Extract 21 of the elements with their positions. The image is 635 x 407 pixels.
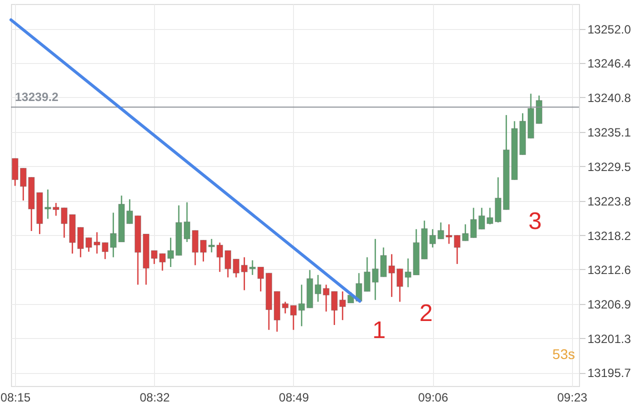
annotation: 2 [419,300,433,327]
y-tick-label: 13240.8 [588,90,632,105]
x-tick-label: 08:32 [140,390,170,404]
y-tick-label: 13223.8 [588,194,632,209]
y-tick-label: 13229.5 [588,160,632,174]
y-tick-label: 13195.7 [588,366,632,380]
x-tick-label: 09:23 [557,390,588,404]
ref-line-label: 13239.2 [15,90,59,104]
y-tick-label: 13246.4 [588,56,632,71]
y-tick-label: 13212.6 [588,262,632,277]
y-tick-label: 13235.1 [588,126,632,140]
annotation: 3 [528,208,542,235]
y-tick-label: 13252.0 [588,22,632,37]
y-tick-label: 13206.9 [588,298,632,312]
y-tick-label: 13218.2 [588,228,632,243]
x-tick-label: 08:49 [278,390,310,404]
annotation: 53s [552,346,575,362]
x-tick-label: 09:06 [418,390,448,404]
x-tick-label: 08:15 [0,390,31,404]
y-tick-label: 13201.3 [588,332,632,346]
annotation: 1 [372,317,386,344]
